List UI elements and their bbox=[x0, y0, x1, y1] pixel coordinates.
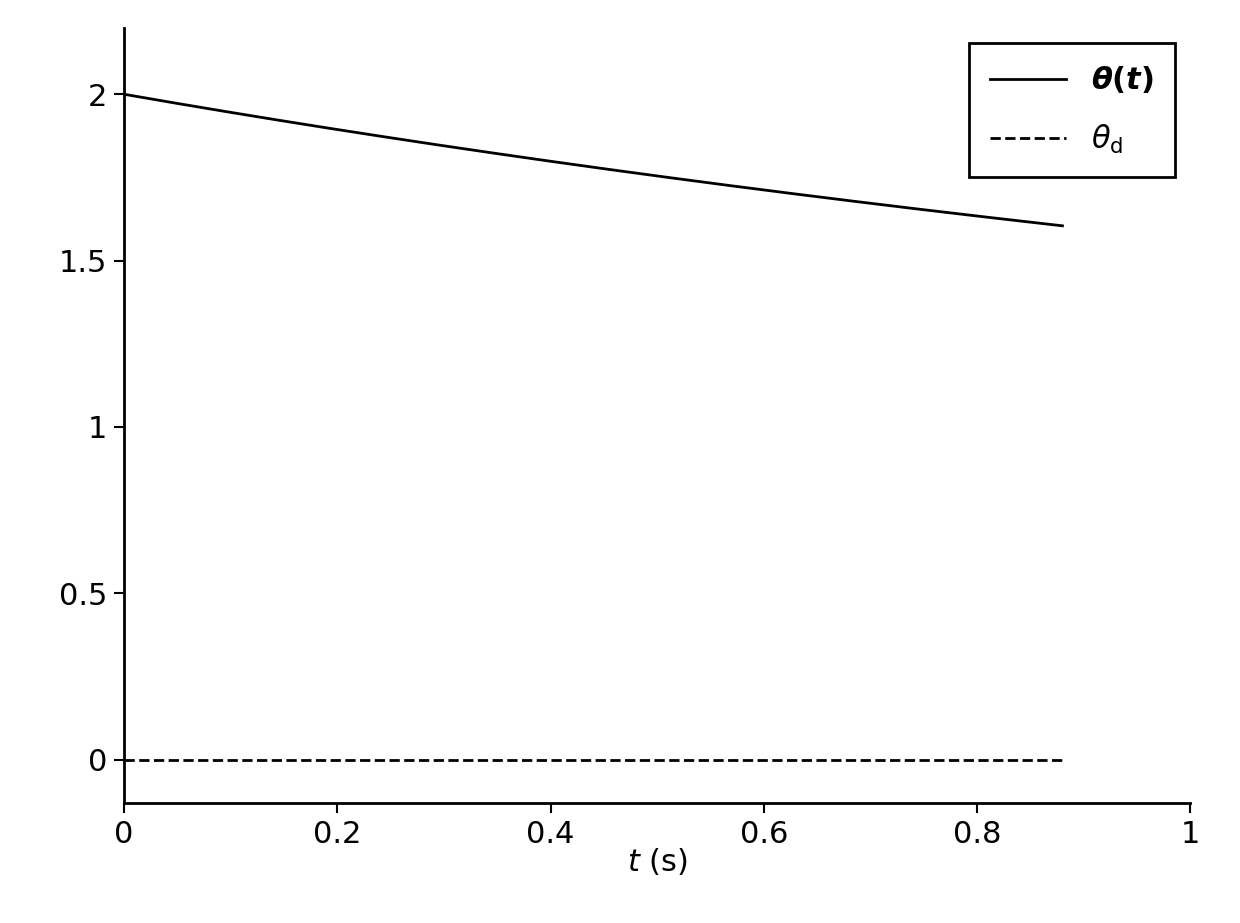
$\boldsymbol{\theta_{\rm d}}$ bbox=[1055, 754, 1070, 765]
$\boldsymbol{\theta_{\rm d}}$ bbox=[568, 754, 583, 765]
$\boldsymbol{\theta(t)}$ bbox=[1055, 221, 1070, 232]
X-axis label: $\it{t}$ (s): $\it{t}$ (s) bbox=[627, 845, 687, 877]
$\boldsymbol{\theta(t)}$ bbox=[496, 149, 511, 160]
Line: $\boldsymbol{\theta(t)}$: $\boldsymbol{\theta(t)}$ bbox=[124, 94, 1063, 226]
$\boldsymbol{\theta_{\rm d}}$ bbox=[562, 754, 577, 765]
$\boldsymbol{\theta_{\rm d}}$ bbox=[675, 754, 689, 765]
Legend: $\boldsymbol{\theta(t)}$, $\boldsymbol{\theta_{\rm d}}$: $\boldsymbol{\theta(t)}$, $\boldsymbol{\… bbox=[968, 43, 1176, 177]
$\boldsymbol{\theta(t)}$ bbox=[212, 105, 227, 116]
$\boldsymbol{\theta(t)}$ bbox=[761, 185, 776, 196]
$\boldsymbol{\theta(t)}$ bbox=[529, 154, 544, 165]
$\boldsymbol{\theta_{\rm d}}$ bbox=[885, 754, 900, 765]
$\boldsymbol{\theta(t)}$ bbox=[866, 198, 880, 210]
$\boldsymbol{\theta_{\rm d}}$ bbox=[1033, 754, 1048, 765]
$\boldsymbol{\theta_{\rm d}}$ bbox=[624, 754, 639, 765]
$\boldsymbol{\theta(t)}$ bbox=[848, 196, 863, 207]
$\boldsymbol{\theta_{\rm d}}$ bbox=[117, 754, 131, 765]
$\boldsymbol{\theta(t)}$ bbox=[117, 89, 131, 100]
